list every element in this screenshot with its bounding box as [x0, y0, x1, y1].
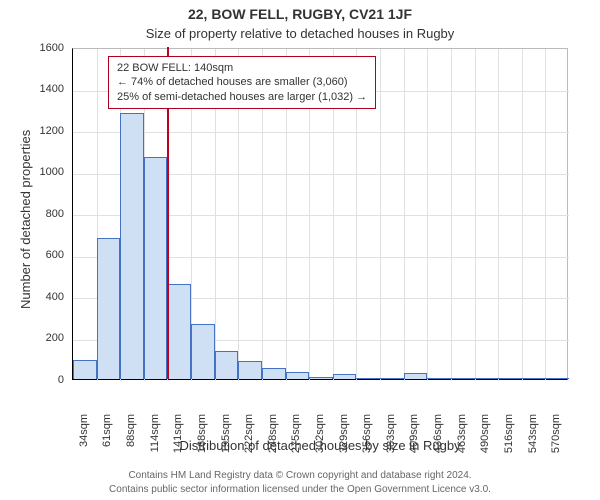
histogram-bar — [191, 324, 215, 379]
histogram-bar — [167, 284, 191, 379]
x-tick-label: 34sqm — [78, 414, 90, 464]
annotation-line2: ← 74% of detached houses are smaller (3,… — [117, 75, 367, 89]
x-gridline — [380, 49, 381, 381]
x-tick-label: 141sqm — [172, 414, 184, 464]
y-tick-label: 400 — [0, 291, 64, 303]
histogram-bar — [380, 378, 404, 379]
histogram-bar — [286, 372, 310, 379]
histogram-bar — [427, 378, 451, 379]
histogram-bar — [475, 378, 499, 379]
x-tick-label: 516sqm — [503, 414, 515, 464]
y-tick-label: 200 — [0, 332, 64, 344]
chart-title: 22, BOW FELL, RUGBY, CV21 1JF — [0, 6, 600, 22]
x-tick-label: 302sqm — [314, 414, 326, 464]
histogram-bar — [262, 368, 286, 379]
x-tick-label: 436sqm — [432, 414, 444, 464]
x-gridline — [475, 49, 476, 381]
x-tick-label: 88sqm — [125, 414, 137, 464]
histogram-bar — [238, 361, 262, 379]
histogram-bar — [333, 374, 357, 379]
x-tick-label: 114sqm — [149, 414, 161, 464]
x-gridline — [404, 49, 405, 381]
x-tick-label: 490sqm — [479, 414, 491, 464]
footnote-2: Contains public sector information licen… — [0, 484, 600, 495]
histogram-bar — [498, 378, 522, 379]
histogram-bar — [215, 351, 239, 379]
x-tick-label: 409sqm — [408, 414, 420, 464]
histogram-bar — [73, 360, 97, 379]
histogram-bar — [451, 378, 475, 379]
x-tick-label: 383sqm — [385, 414, 397, 464]
annotation-box: 22 BOW FELL: 140sqm ← 74% of detached ho… — [108, 56, 376, 109]
histogram-bar — [120, 113, 144, 379]
chart-container: 22, BOW FELL, RUGBY, CV21 1JF Size of pr… — [0, 0, 600, 500]
x-tick-label: 168sqm — [196, 414, 208, 464]
x-gridline — [451, 49, 452, 381]
y-tick-label: 1600 — [0, 42, 64, 54]
y-tick-label: 0 — [0, 374, 64, 386]
x-gridline — [498, 49, 499, 381]
histogram-bar — [545, 378, 569, 379]
histogram-bar — [144, 157, 168, 379]
y-tick-label: 1200 — [0, 125, 64, 137]
histogram-bar — [309, 377, 333, 379]
chart-subtitle: Size of property relative to detached ho… — [0, 26, 600, 41]
y-tick-label: 1400 — [0, 83, 64, 95]
x-tick-label: 329sqm — [338, 414, 350, 464]
y-tick-label: 600 — [0, 249, 64, 261]
x-tick-label: 275sqm — [290, 414, 302, 464]
x-gridline — [545, 49, 546, 381]
x-gridline — [427, 49, 428, 381]
footnote-1: Contains HM Land Registry data © Crown c… — [0, 470, 600, 481]
annotation-line1: 22 BOW FELL: 140sqm — [117, 61, 367, 75]
x-tick-label: 463sqm — [456, 414, 468, 464]
histogram-bar — [356, 378, 380, 379]
x-gridline — [522, 49, 523, 381]
y-tick-label: 800 — [0, 208, 64, 220]
x-tick-label: 222sqm — [243, 414, 255, 464]
histogram-bar — [97, 238, 121, 379]
histogram-bar — [522, 378, 546, 379]
y-gridline — [73, 132, 569, 133]
x-tick-label: 543sqm — [527, 414, 539, 464]
x-tick-label: 570sqm — [550, 414, 562, 464]
x-tick-label: 195sqm — [220, 414, 232, 464]
y-tick-label: 1000 — [0, 166, 64, 178]
annotation-line3: 25% of semi-detached houses are larger (… — [117, 90, 367, 104]
x-tick-label: 61sqm — [101, 414, 113, 464]
x-tick-label: 248sqm — [267, 414, 279, 464]
histogram-bar — [404, 373, 428, 379]
x-tick-label: 356sqm — [361, 414, 373, 464]
